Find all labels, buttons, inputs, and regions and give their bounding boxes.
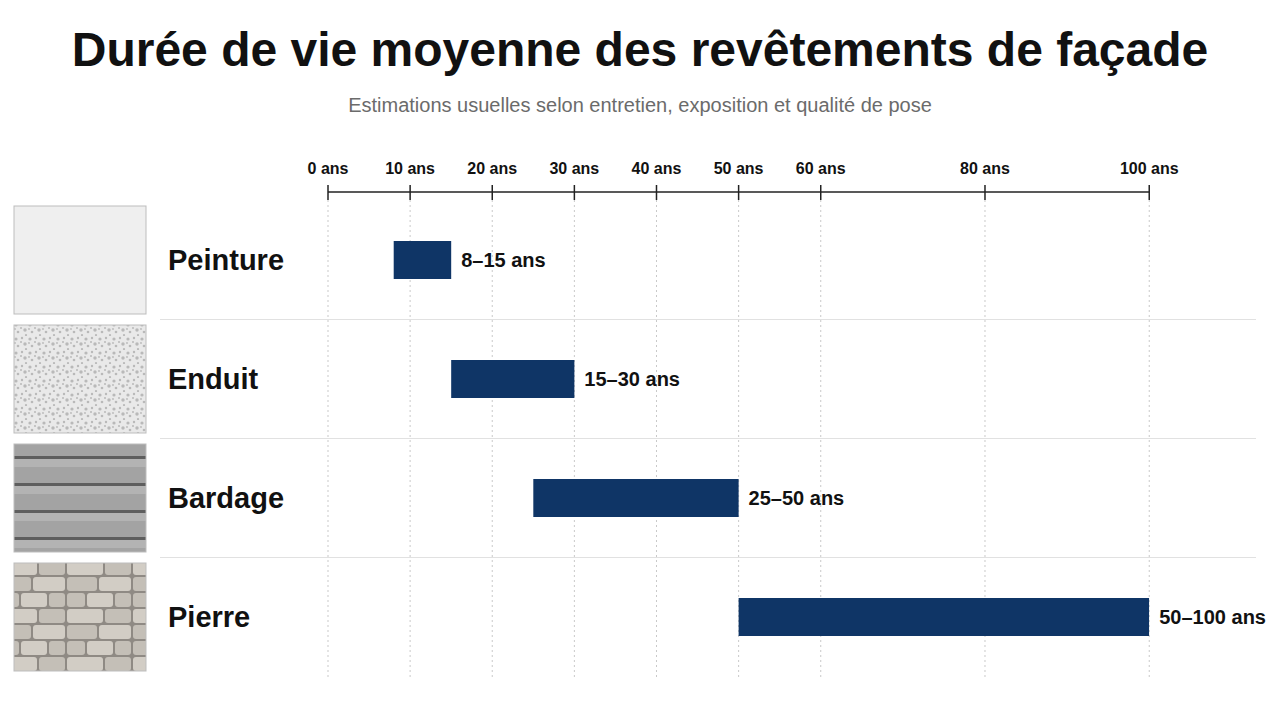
range-bar [394, 241, 451, 279]
texture-swatch [14, 563, 146, 671]
texture-swatch [14, 444, 146, 552]
bars [394, 241, 1150, 636]
tick-label: 80 ans [960, 160, 1010, 177]
data-label: 15–30 ans [584, 368, 680, 390]
grid-line [328, 200, 329, 679]
range-bar [451, 360, 574, 398]
category-label: Bardage [168, 482, 284, 514]
texture-swatch [14, 206, 146, 314]
x-axis [328, 191, 1149, 193]
row-separator [160, 557, 1256, 558]
tick-label: 30 ans [549, 160, 599, 177]
tick-label: 50 ans [714, 160, 764, 177]
tick-label: 20 ans [467, 160, 517, 177]
range-bar [739, 598, 1150, 636]
range-bar [533, 479, 738, 517]
chart: Durée de vie moyenne des revêtements de … [0, 0, 1280, 702]
category-label: Pierre [168, 601, 250, 633]
grid-line [574, 200, 575, 679]
tick-label: 60 ans [796, 160, 846, 177]
title: Durée de vie moyenne des revêtements de … [72, 23, 1209, 76]
category-label: Enduit [168, 363, 259, 395]
data-label: 50–100 ans [1159, 606, 1266, 628]
tick-label: 0 ans [308, 160, 349, 177]
grid-line [656, 200, 657, 679]
row-separator [160, 319, 1256, 320]
category-label: Peinture [168, 244, 284, 276]
data-label: 25–50 ans [749, 487, 845, 509]
tick-label: 40 ans [632, 160, 682, 177]
row-separator [160, 438, 1256, 439]
tick-label: 100 ans [1120, 160, 1179, 177]
texture-swatch [14, 325, 146, 433]
data-label: 8–15 ans [461, 249, 546, 271]
subtitle: Estimations usuelles selon entretien, ex… [348, 94, 932, 116]
grid-line [492, 200, 493, 679]
tick-label: 10 ans [385, 160, 435, 177]
